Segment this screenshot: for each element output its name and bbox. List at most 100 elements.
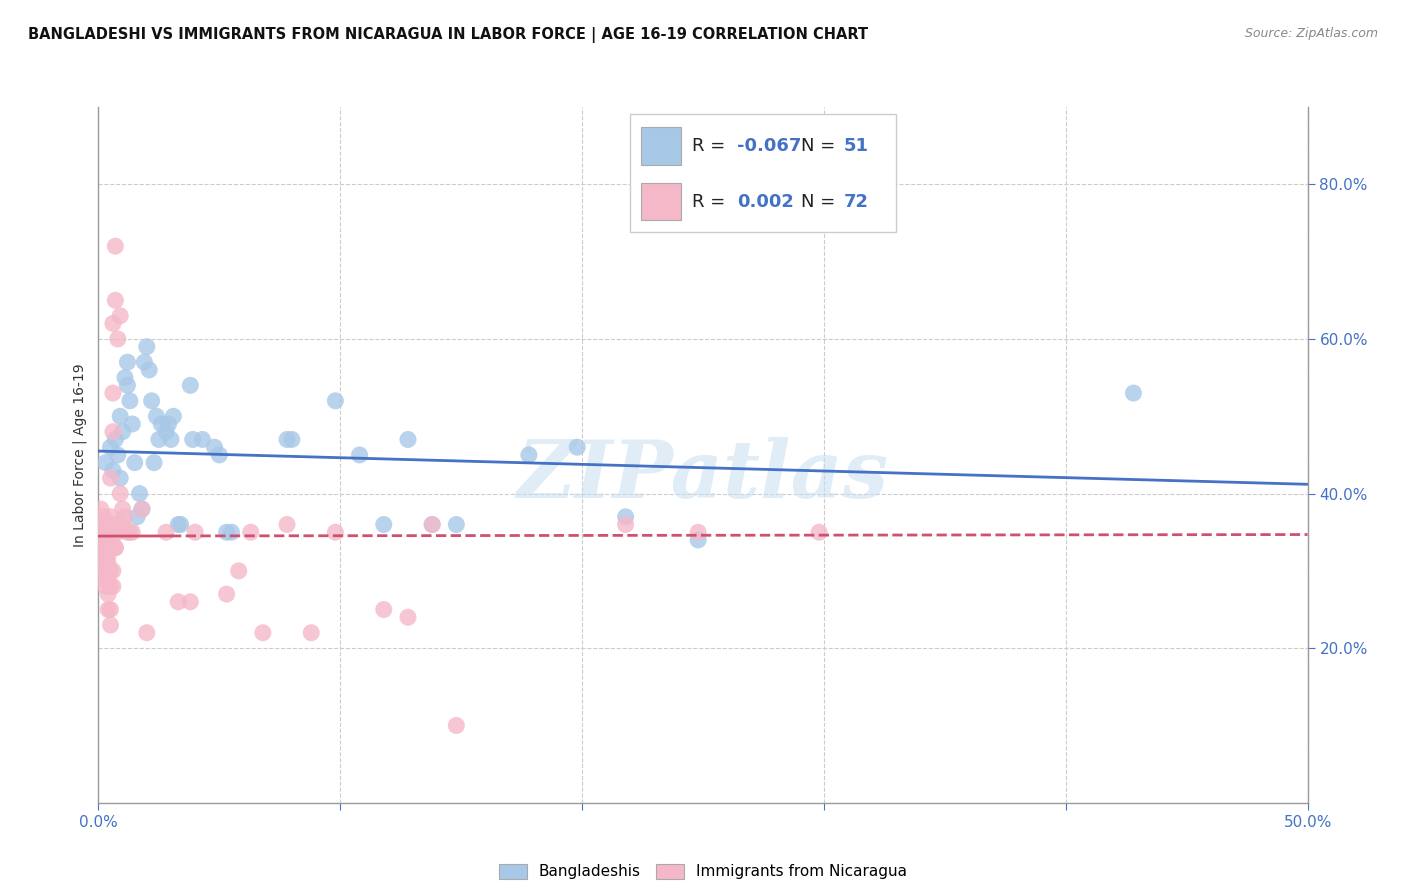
Point	[281, 433, 304, 447]
Point	[107, 525, 129, 540]
Point	[396, 433, 419, 447]
Point	[150, 417, 173, 431]
Point	[167, 517, 190, 532]
Point	[127, 509, 149, 524]
Point	[97, 572, 120, 586]
Point	[157, 417, 180, 431]
Text: R =: R =	[692, 193, 731, 211]
Point	[97, 587, 120, 601]
Text: 72: 72	[844, 193, 869, 211]
Point	[90, 502, 112, 516]
Point	[101, 317, 124, 331]
Point	[688, 525, 710, 540]
Point	[91, 556, 114, 570]
Point	[204, 440, 226, 454]
Point	[104, 541, 127, 555]
Point	[91, 564, 114, 578]
Point	[169, 517, 191, 532]
Point	[148, 433, 170, 447]
Point	[1122, 386, 1144, 401]
Point	[108, 471, 131, 485]
Bar	[641, 127, 681, 165]
Point	[121, 417, 143, 431]
Text: N =: N =	[800, 193, 841, 211]
Point	[155, 425, 177, 439]
Point	[111, 502, 134, 516]
Point	[191, 433, 214, 447]
Point	[276, 433, 298, 447]
Point	[108, 309, 131, 323]
Point	[104, 525, 127, 540]
Point	[124, 456, 146, 470]
Point	[567, 440, 589, 454]
Point	[145, 409, 167, 424]
Point	[104, 541, 127, 555]
Point	[808, 525, 831, 540]
Point	[107, 448, 129, 462]
Point	[101, 579, 124, 593]
Point	[94, 549, 117, 563]
Text: -0.067: -0.067	[737, 137, 801, 155]
Point	[91, 509, 114, 524]
Point	[181, 433, 204, 447]
Text: ZIPatlas: ZIPatlas	[517, 437, 889, 515]
Point	[108, 409, 131, 424]
Point	[100, 541, 122, 555]
Point	[94, 456, 117, 470]
Point	[121, 525, 143, 540]
Point	[90, 549, 112, 563]
Point	[97, 549, 120, 563]
Point	[111, 425, 134, 439]
Point	[162, 409, 184, 424]
Point	[155, 525, 177, 540]
Point	[208, 448, 231, 462]
Point	[101, 564, 124, 578]
Point	[97, 533, 120, 547]
Text: 0.002: 0.002	[737, 193, 794, 211]
Point	[94, 517, 117, 532]
Point	[108, 486, 131, 500]
Point	[100, 602, 122, 616]
Y-axis label: In Labor Force | Age 16-19: In Labor Force | Age 16-19	[73, 363, 87, 547]
Point	[114, 370, 136, 384]
Point	[94, 541, 117, 555]
Point	[101, 386, 124, 401]
Point	[325, 525, 347, 540]
Point	[614, 509, 637, 524]
Point	[117, 355, 139, 369]
Point	[141, 393, 163, 408]
Point	[90, 533, 112, 547]
Point	[97, 602, 120, 616]
Point	[325, 393, 347, 408]
Point	[138, 363, 160, 377]
Point	[104, 517, 127, 532]
Point	[446, 517, 468, 532]
Point	[94, 533, 117, 547]
Point	[446, 718, 468, 732]
Point	[179, 595, 201, 609]
Point	[276, 517, 298, 532]
Point	[101, 425, 124, 439]
Point	[134, 355, 156, 369]
Point	[396, 610, 419, 624]
Point	[118, 393, 141, 408]
Point	[299, 625, 322, 640]
Point	[135, 625, 157, 640]
Point	[228, 564, 250, 578]
Point	[167, 595, 190, 609]
Point	[517, 448, 540, 462]
Point	[94, 556, 117, 570]
Point	[97, 556, 120, 570]
Point	[91, 572, 114, 586]
Point	[104, 239, 127, 253]
Text: BANGLADESHI VS IMMIGRANTS FROM NICARAGUA IN LABOR FORCE | AGE 16-19 CORRELATION : BANGLADESHI VS IMMIGRANTS FROM NICARAGUA…	[28, 27, 869, 43]
Point	[104, 433, 127, 447]
Point	[101, 463, 124, 477]
Point	[91, 517, 114, 532]
Point	[94, 564, 117, 578]
Point	[221, 525, 243, 540]
Point	[94, 525, 117, 540]
Point	[90, 525, 112, 540]
Point	[349, 448, 371, 462]
Point	[100, 579, 122, 593]
